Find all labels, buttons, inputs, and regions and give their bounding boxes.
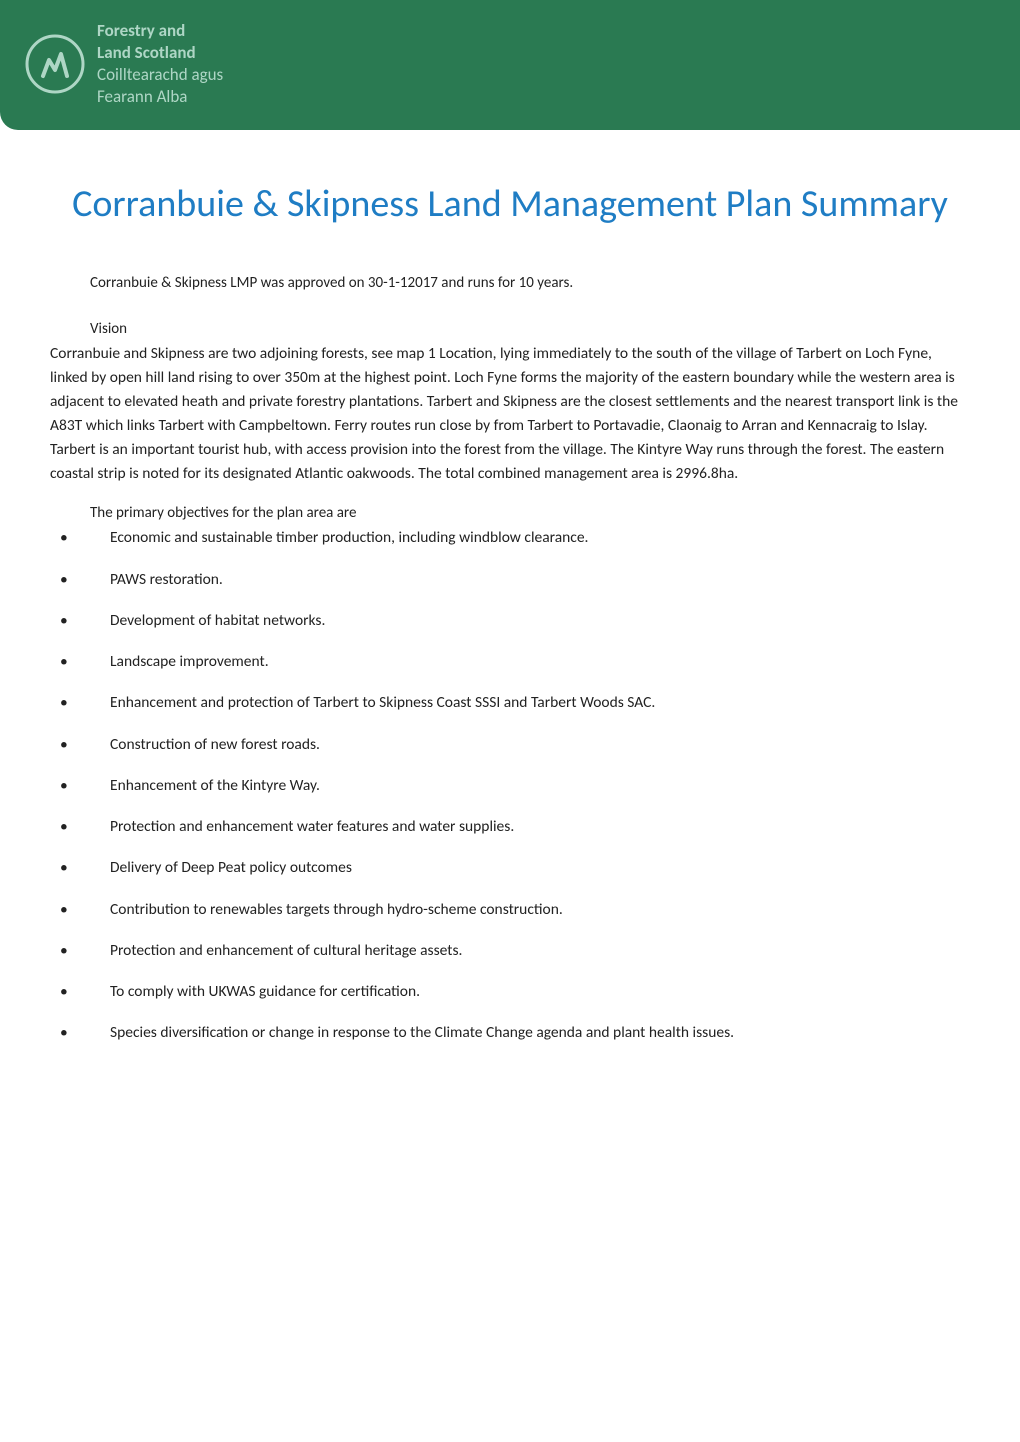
list-item: PAWS restoration.: [50, 568, 970, 609]
logo-text: Forestry and Land Scotland Coilltearachd…: [97, 20, 223, 108]
intro-line: Corranbuie & Skipness LMP was approved o…: [90, 274, 970, 292]
header-banner: Forestry and Land Scotland Coilltearachd…: [0, 0, 1020, 130]
vision-label: Vision: [90, 320, 970, 338]
objectives-label: The primary objectives for the plan area…: [90, 504, 970, 522]
list-item: Development of habitat networks.: [50, 609, 970, 650]
logo-line-2: Land Scotland: [97, 42, 196, 63]
list-item: Species diversification or change in res…: [50, 1021, 970, 1062]
list-item: Protection and enhancement water feature…: [50, 815, 970, 856]
list-item: Contribution to renewables targets throu…: [50, 898, 970, 939]
list-item: Delivery of Deep Peat policy outcomes: [50, 856, 970, 897]
objectives-list: Economic and sustainable timber producti…: [50, 526, 970, 1062]
list-item: Landscape improvement.: [50, 650, 970, 691]
list-item: Enhancement of the Kintyre Way.: [50, 774, 970, 815]
list-item: Enhancement and protection of Tarbert to…: [50, 691, 970, 732]
list-item: Construction of new forest roads.: [50, 733, 970, 774]
list-item: To comply with UKWAS guidance for certif…: [50, 980, 970, 1021]
list-item: Protection and enhancement of cultural h…: [50, 939, 970, 980]
logo-line-4: Fearann Alba: [97, 86, 187, 107]
page-title: Corranbuie & Skipness Land Management Pl…: [50, 180, 970, 229]
forestry-logo-icon: [25, 34, 85, 94]
logo-line-3: Coilltearachd agus: [97, 64, 223, 85]
vision-body: Corranbuie and Skipness are two adjoinin…: [50, 342, 970, 486]
list-item: Economic and sustainable timber producti…: [50, 526, 970, 567]
logo-line-1: Forestry and: [97, 20, 185, 41]
document-content: Corranbuie & Skipness Land Management Pl…: [0, 130, 1020, 1093]
logo-container: Forestry and Land Scotland Coilltearachd…: [0, 0, 1020, 108]
